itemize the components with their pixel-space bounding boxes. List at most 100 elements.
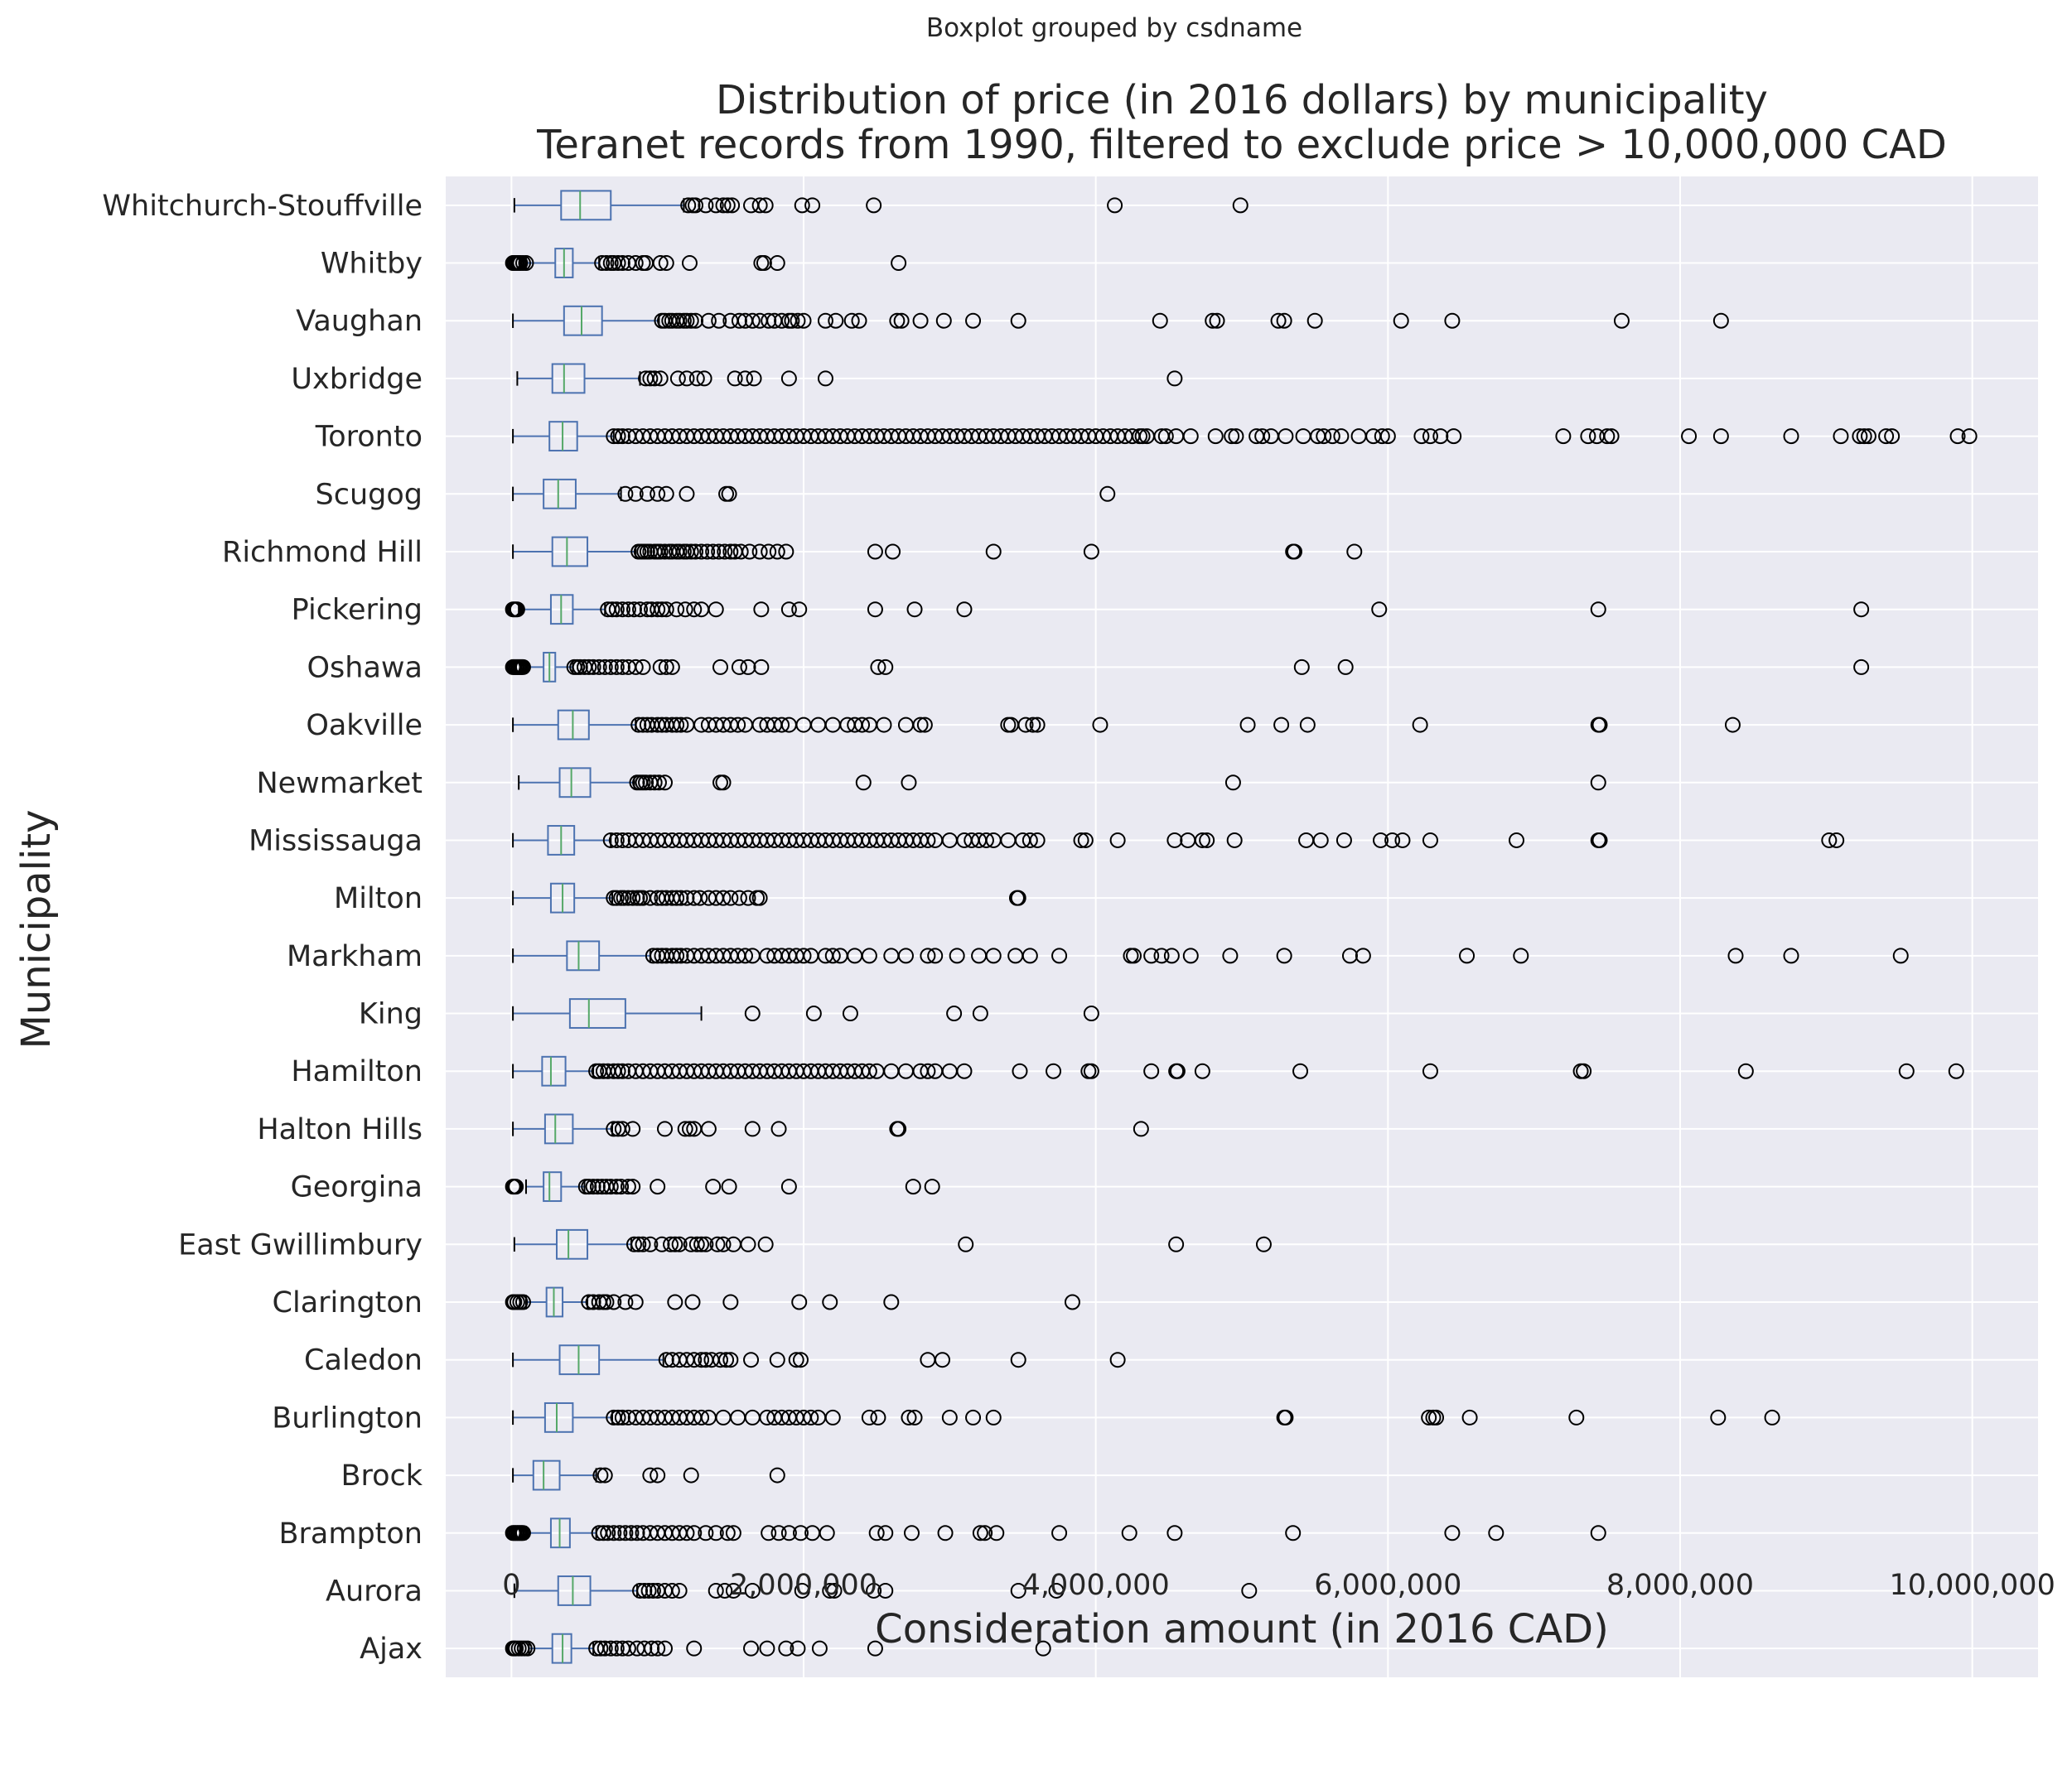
y-tick-label: Markham	[287, 940, 423, 973]
outlier-point	[719, 1525, 736, 1541]
outlier-point	[757, 1236, 774, 1252]
outlier-point	[1010, 890, 1026, 906]
outlier-point	[677, 601, 693, 618]
outlier-point	[693, 543, 710, 560]
outlier-point	[1207, 428, 1224, 445]
outlier-point	[614, 1409, 630, 1426]
outlier-point	[598, 255, 615, 272]
outlier-point	[1346, 543, 1363, 560]
outlier-point	[935, 1352, 951, 1368]
outlier-point	[861, 1409, 877, 1426]
outlier-point	[1853, 601, 1870, 618]
outlier-point	[737, 948, 753, 964]
outlier-point	[650, 1179, 666, 1195]
x-tick-label: 4,000,000	[1022, 1569, 1170, 1602]
outlier-point	[656, 1640, 673, 1657]
outlier-point	[958, 1236, 974, 1252]
outlier-point	[1892, 948, 1909, 964]
outlier-point	[1277, 428, 1294, 445]
outlier-point	[780, 370, 797, 387]
outlier-point	[867, 543, 883, 560]
outlier-point	[1444, 312, 1461, 329]
outlier-point	[606, 1525, 622, 1541]
outlier-point	[625, 1121, 641, 1137]
outlier-point	[1232, 197, 1249, 214]
suptitle: Boxplot grouped by csdname	[926, 13, 1302, 43]
outlier-point	[1126, 948, 1142, 964]
outlier-point	[1048, 1582, 1065, 1599]
outlier-point	[594, 255, 611, 272]
outlier-point	[1898, 1063, 1915, 1079]
outlier-point	[1316, 428, 1332, 445]
outlier-point	[824, 1409, 841, 1426]
outlier-point	[693, 1236, 710, 1252]
outlier-point	[700, 1121, 717, 1137]
outlier-point	[686, 1525, 703, 1541]
outlier-point	[715, 197, 732, 214]
x-axis-label: Consideration amount (in 2016 CAD)	[875, 1606, 1609, 1652]
outlier-point	[592, 1640, 609, 1657]
outlier-point	[625, 601, 642, 618]
outlier-point	[711, 312, 727, 329]
outlier-point	[709, 1236, 726, 1252]
outlier-point	[1459, 948, 1476, 964]
outlier-point	[667, 1294, 683, 1310]
outlier-point	[656, 774, 673, 791]
outlier-point	[679, 485, 695, 502]
outlier-point	[608, 890, 625, 906]
outlier-point	[1422, 428, 1438, 445]
outlier-point	[1169, 1063, 1186, 1079]
outlier-point	[1276, 312, 1292, 329]
outlier-point	[792, 1525, 809, 1541]
outlier-point	[891, 1121, 907, 1137]
outlier-point	[1163, 948, 1180, 964]
outlier-point	[937, 1525, 954, 1541]
outlier-point	[769, 543, 785, 560]
outlier-point	[608, 832, 625, 848]
outlier-point	[861, 948, 877, 964]
outlier-point	[604, 601, 621, 618]
outlier-point	[722, 890, 739, 906]
outlier-point	[741, 543, 758, 560]
outlier-point	[614, 1121, 630, 1137]
outlier-point	[688, 197, 704, 214]
outlier-point	[650, 601, 666, 618]
outlier-point	[746, 370, 762, 387]
y-tick-label: Toronto	[315, 421, 423, 454]
outlier-point	[732, 543, 749, 560]
outlier-point	[639, 485, 655, 502]
outlier-point	[1513, 948, 1529, 964]
y-tick-label: Oshawa	[307, 651, 423, 684]
outlier-point	[602, 832, 619, 848]
outlier-point	[602, 1640, 619, 1657]
outlier-point	[1010, 1352, 1026, 1368]
outlier-point	[891, 255, 907, 272]
outlier-point	[1209, 312, 1225, 329]
outlier-point	[743, 1352, 760, 1368]
outlier-point	[636, 1640, 653, 1657]
iqr-box	[551, 536, 589, 567]
outlier-point	[595, 1525, 611, 1541]
outlier-point	[791, 1294, 808, 1310]
outlier-point	[842, 1006, 858, 1022]
outlier-point	[698, 1525, 714, 1541]
outlier-point	[1292, 1063, 1309, 1079]
outlier-point	[924, 1179, 940, 1195]
outlier-point	[708, 601, 724, 618]
outlier-point	[614, 601, 630, 618]
outlier-point	[778, 543, 795, 560]
outlier-point	[514, 1525, 531, 1541]
outlier-point	[677, 1121, 693, 1137]
outlier-point	[1724, 716, 1741, 733]
outlier-point	[965, 312, 982, 329]
outlier-point	[795, 312, 812, 329]
outlier-point	[803, 1409, 819, 1426]
outlier-point	[658, 1352, 674, 1368]
outlier-point	[1109, 1352, 1126, 1368]
box-whitchurch-stouffville	[513, 190, 685, 221]
box-richmond-hill	[512, 536, 637, 567]
outlier-point	[638, 774, 654, 791]
outlier-point	[598, 1294, 615, 1310]
outlier-point	[1152, 312, 1168, 329]
